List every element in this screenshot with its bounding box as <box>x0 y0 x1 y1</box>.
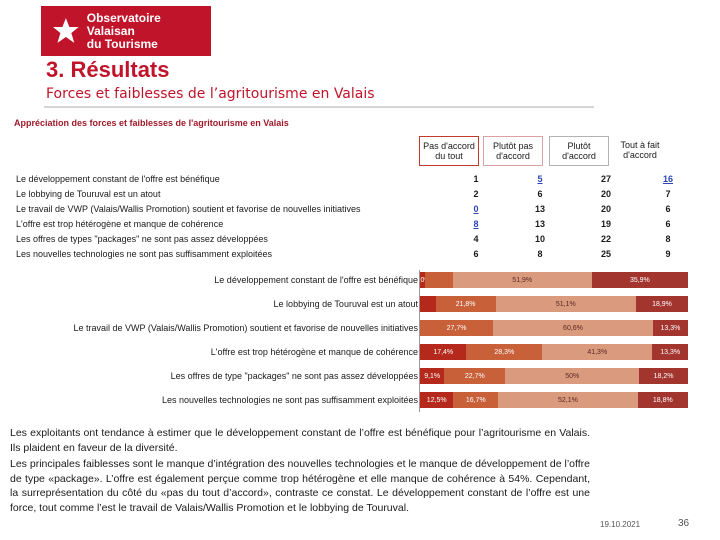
bar-label: Le lobbying de Touruval est un atout <box>273 299 418 309</box>
cell: 8 <box>665 234 671 244</box>
cell: 20 <box>600 204 611 214</box>
cell: 10 <box>534 234 545 244</box>
bar-segment: 50% <box>505 368 640 384</box>
page-title: 3. Résultats <box>46 57 170 82</box>
row-label: Le lobbying de Touruval est un atout <box>16 189 161 199</box>
bar-row: Le développement constant de l'offre est… <box>0 270 720 290</box>
bar-segment: 2,0% <box>420 272 426 288</box>
table-row: Les nouvelles technologies ne sont pas s… <box>14 247 694 262</box>
stacked-bar: 9,1% 22,7% 50% 18,2% <box>420 368 688 384</box>
bar-row: L'offre est trop hétérogène et manque de… <box>0 342 720 362</box>
cell: 20 <box>600 189 611 199</box>
bar-segment: 27,7% <box>420 320 494 336</box>
cell: 9 <box>665 249 671 259</box>
bar-label: Le développement constant de l'offre est… <box>214 275 418 285</box>
footer-date: 19.10.2021 <box>600 520 641 529</box>
cell: 6 <box>665 204 671 214</box>
cell: 19 <box>600 219 611 229</box>
bar-segment: 12,5% <box>420 392 454 408</box>
cell: 13 <box>534 204 545 214</box>
bar-row: Les offres de type "packages" ne sont pa… <box>0 366 720 386</box>
cell: 2 <box>473 189 479 199</box>
cell: 8 <box>537 249 543 259</box>
cell: 27 <box>600 174 611 184</box>
bar-segment <box>420 296 436 312</box>
divider <box>44 106 594 108</box>
bar-label: Les nouvelles technologies ne sont pas s… <box>162 395 418 405</box>
cell: 0 <box>473 204 479 214</box>
paragraph: Les principales faiblesses sont le manqu… <box>10 458 590 514</box>
panel-title: Appréciation des forces et faiblesses de… <box>14 118 289 128</box>
cell: 5 <box>537 174 543 184</box>
body-text: Les exploitants ont tendance à estimer q… <box>10 426 590 517</box>
table-header: Pas d'accord du tout <box>419 136 479 166</box>
cell: 6 <box>473 249 479 259</box>
cell: 25 <box>600 249 611 259</box>
bar-row: Le lobbying de Touruval est un atout 21,8… <box>0 294 720 314</box>
cell: 8 <box>473 219 479 229</box>
bar-segment: 13,3% <box>652 344 688 360</box>
page-number: 36 <box>678 518 690 529</box>
bar-label: L'offre est trop hétérogène et manque de… <box>210 347 418 357</box>
row-label: Les nouvelles technologies ne sont pas s… <box>16 249 272 259</box>
cell: 1 <box>473 174 479 184</box>
bar-segment: 22,7% <box>444 368 506 384</box>
stacked-bar: 17,4% 28,3% 41,3% 13,3% <box>420 344 688 360</box>
table-row: Le lobbying de Touruval est un atout 2 6… <box>14 187 694 202</box>
bar-segment: 17,4% <box>420 344 467 360</box>
table-header: Plutôt d'accord <box>549 136 609 166</box>
table-row: L'offre est trop hétérogène et manque de… <box>14 217 694 232</box>
stacked-bar: 2,0% 51,9%35,9% <box>420 272 688 288</box>
logo-line-1: Observatoire Valaisan <box>86 10 161 38</box>
bar-segment: 35,9% <box>591 272 688 288</box>
cell: 4 <box>473 234 479 244</box>
table-header: Tout à fait d'accord <box>620 140 660 160</box>
table-row: Le développement constant de l'offre est… <box>14 172 694 187</box>
table-row: Le travail de VWP (Valais/Wallis Promoti… <box>14 202 694 217</box>
table-header: Plutôt pas d'accord <box>483 136 543 166</box>
row-label: Le travail de VWP (Valais/Wallis Promoti… <box>16 204 361 214</box>
logo-line-2: du Tourisme <box>86 36 158 51</box>
page-subtitle: Forces et faiblesses de l’agritourisme e… <box>46 86 375 102</box>
row-label: Le développement constant de l'offre est… <box>16 174 220 184</box>
stacked-bar-chart: Le développement constant de l'offre est… <box>0 268 720 414</box>
table-row: Les offres de types "packages" ne sont p… <box>14 232 694 247</box>
row-label: Les offres de types "packages" ne sont p… <box>16 234 268 244</box>
bar-segment: 13,3% <box>652 320 688 336</box>
cell: 16 <box>662 174 673 184</box>
bar-label: Les offres de type "packages" ne sont pa… <box>170 371 418 381</box>
cell: 6 <box>537 189 543 199</box>
bar-label: Le travail de VWP (Valais/Wallis Promoti… <box>73 323 419 333</box>
bar-segment: 21,8% <box>435 296 496 312</box>
chart-axis <box>419 270 420 412</box>
bar-segment <box>425 272 453 288</box>
paragraph: Les exploitants ont tendance à estimer q… <box>10 427 590 454</box>
cell: 6 <box>665 219 671 229</box>
row-label: L'offre est trop hétérogène et manque de… <box>16 219 224 229</box>
bar-segment: 16,7% <box>453 392 499 408</box>
bar-row: Les nouvelles technologies ne sont pas s… <box>0 390 720 410</box>
bar-segment: 60,6% <box>493 320 653 336</box>
star-icon <box>52 18 79 43</box>
stacked-bar: 27,7% 60,6% 13,3% <box>420 320 688 336</box>
bar-segment: 52,1% <box>498 392 638 408</box>
cell: 22 <box>600 234 611 244</box>
bar-segment: 18,8% <box>637 392 688 408</box>
bar-segment: 9,1% <box>420 368 445 384</box>
bar-row: Le travail de VWP (Valais/Wallis Promoti… <box>0 318 720 338</box>
bar-segment: 41,3% <box>542 344 653 360</box>
stacked-bar: 12,5% 16,7% 52,1% 18,8% <box>420 392 688 408</box>
bar-segment: 18,2% <box>639 368 688 384</box>
stacked-bar: 21,8% 51,1% 18,9% <box>420 296 688 312</box>
bar-segment: 28,3% <box>466 344 543 360</box>
logo: Observatoire Valaisan du Tourisme <box>41 6 211 56</box>
bar-segment: 51,9% <box>452 272 592 288</box>
cell: 7 <box>665 189 671 199</box>
bar-segment: 51,1% <box>495 296 637 312</box>
bar-segment: 18,9% <box>636 296 688 312</box>
logo-text: Observatoire Valaisan du Tourisme <box>86 10 211 51</box>
cell: 13 <box>534 219 545 229</box>
